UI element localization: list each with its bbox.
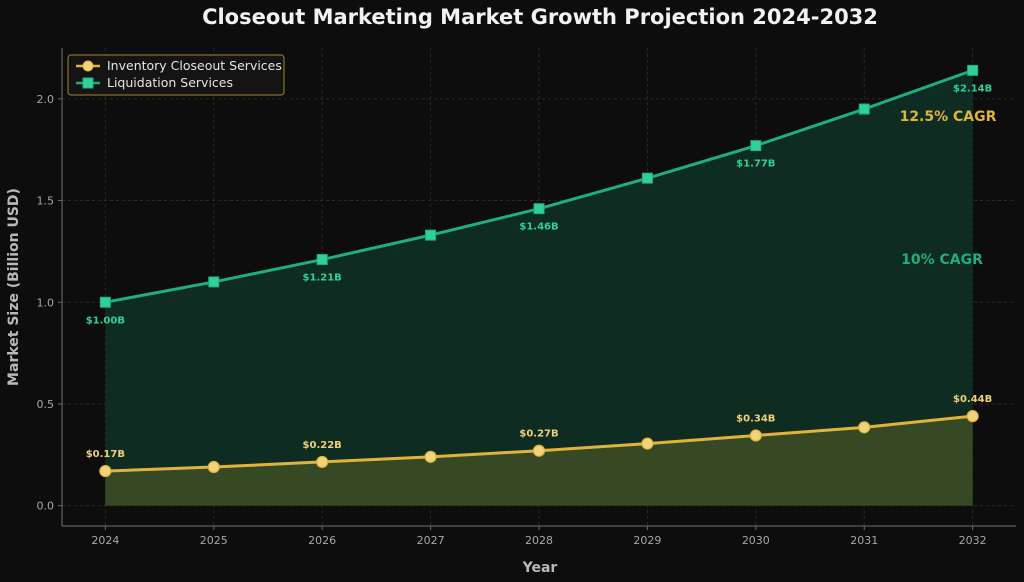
data-point-inventory bbox=[316, 455, 329, 469]
data-point-liquidation bbox=[533, 203, 545, 215]
x-tick-label: 2030 bbox=[742, 534, 770, 547]
legend: Inventory Closeout Services Liquidation … bbox=[67, 54, 285, 96]
x-tick-label: 2024 bbox=[91, 534, 119, 547]
data-label-liquidation: $1.77B bbox=[736, 159, 775, 170]
x-tick-label: 2026 bbox=[308, 534, 336, 547]
y-tick-label: 0.0 bbox=[37, 500, 55, 513]
data-label-inventory: $0.44B bbox=[953, 394, 992, 405]
x-tick-label: 2028 bbox=[525, 534, 553, 547]
legend-marker-inventory bbox=[82, 60, 94, 72]
data-point-liquidation bbox=[858, 103, 870, 115]
legend-box bbox=[67, 54, 285, 96]
data-point-inventory bbox=[424, 450, 437, 463]
data-point-inventory bbox=[966, 410, 979, 423]
legend-label-inventory: Inventory Closeout Services bbox=[107, 58, 282, 73]
data-point-liquidation bbox=[425, 229, 437, 241]
data-point-inventory bbox=[749, 429, 762, 442]
data-label-inventory: $0.27B bbox=[519, 429, 558, 440]
data-point-liquidation bbox=[967, 64, 979, 76]
data-point-liquidation bbox=[750, 140, 762, 152]
chart-title: Closeout Marketing Market Growth Project… bbox=[202, 5, 878, 29]
data-label-inventory: $0.22B bbox=[303, 440, 342, 451]
series-markers bbox=[99, 64, 979, 478]
cagr-annotation-liquidation: 10% CAGR bbox=[901, 252, 983, 268]
data-label-inventory: $0.17B bbox=[86, 449, 125, 460]
data-label-liquidation: $2.14B bbox=[953, 83, 992, 94]
y-tick-label: 1.0 bbox=[37, 296, 55, 309]
data-point-inventory bbox=[641, 437, 654, 450]
data-point-liquidation bbox=[316, 254, 328, 266]
y-axis-label: Market Size (Billion USD) bbox=[6, 188, 22, 386]
x-axis-label: Year bbox=[522, 560, 558, 576]
data-label-inventory: $0.34B bbox=[736, 413, 775, 424]
data-point-liquidation bbox=[641, 172, 653, 184]
y-tick-label: 0.5 bbox=[37, 398, 55, 411]
data-point-liquidation bbox=[99, 296, 111, 308]
data-point-inventory bbox=[99, 464, 112, 478]
data-point-inventory bbox=[207, 460, 220, 474]
x-tick-label: 2027 bbox=[417, 534, 445, 547]
y-tick-label: 1.5 bbox=[37, 195, 55, 208]
data-label-liquidation: $1.00B bbox=[86, 315, 125, 326]
data-label-liquidation: $1.46B bbox=[519, 222, 558, 233]
x-tick-label: 2032 bbox=[959, 534, 987, 547]
x-tick-label: 2031 bbox=[850, 534, 878, 547]
legend-marker-liquidation bbox=[82, 77, 94, 89]
x-tick-label: 2025 bbox=[200, 534, 228, 547]
x-ticks: 2024 2025 2026 2027 2028 2029 2030 2031 2032 bbox=[91, 526, 987, 547]
y-ticks: 0.0 0.5 1.0 1.5 2.0 bbox=[37, 93, 62, 513]
x-tick-label: 2029 bbox=[633, 534, 661, 547]
data-labels: $0.17B $0.22B $0.27B $0.34B $0.44B $1.00B $1.2… bbox=[86, 83, 993, 460]
area-fill-liquidation bbox=[105, 70, 973, 506]
y-tick-label: 2.0 bbox=[37, 93, 55, 106]
cagr-annotation-inventory: 12.5% CAGR bbox=[900, 109, 997, 125]
data-point-liquidation bbox=[208, 276, 220, 288]
data-point-inventory bbox=[532, 444, 546, 457]
legend-label-liquidation: Liquidation Services bbox=[107, 75, 233, 90]
data-label-liquidation: $1.21B bbox=[303, 273, 342, 284]
data-point-inventory bbox=[858, 421, 871, 434]
